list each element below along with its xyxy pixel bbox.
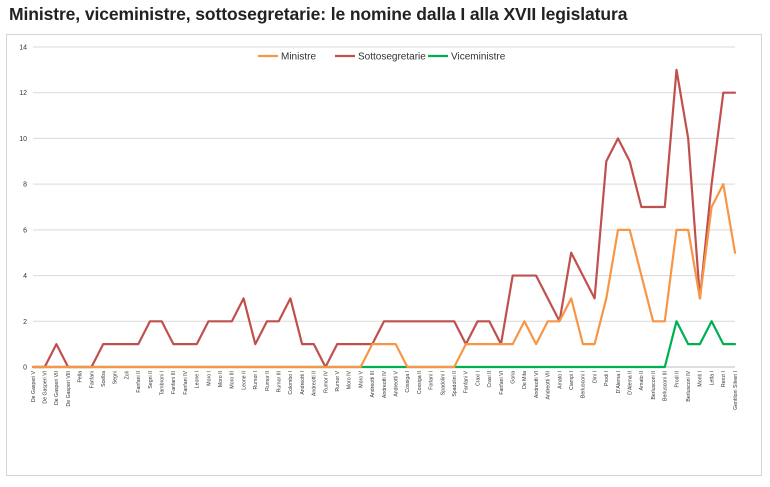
y-tick-label: 0: [23, 365, 27, 372]
y-axis-tick-labels: 0 2 4 6 8 10 12 14: [19, 45, 27, 372]
x-tick-label: Dini I: [592, 371, 598, 383]
x-tick-label: Fanfani IV: [183, 370, 189, 394]
chart-title: Ministre, viceministre, sottosegretarie:…: [9, 4, 628, 24]
x-tick-label: Segni II: [148, 371, 154, 389]
x-tick-label: Fanfani VI: [499, 371, 505, 395]
x-tick-label: Zoli: [124, 371, 130, 379]
grid-lines: [33, 46, 735, 368]
y-tick-label: 2: [23, 319, 27, 326]
x-tick-label: Moro I: [206, 371, 212, 386]
x-tick-label: Spadolini I: [440, 371, 446, 395]
x-tick-label: Moro V: [358, 370, 364, 387]
x-tick-label: Andreotti V: [394, 370, 400, 396]
x-tick-label: Amato I: [557, 371, 563, 389]
x-tick-label: Berlusconi II: [651, 371, 657, 400]
x-tick-label: Rumor IV: [323, 370, 329, 392]
x-tick-label: Rumor I: [253, 371, 259, 389]
x-tick-label: Andreotti I: [300, 371, 306, 395]
x-tick-label: Fanfani V: [464, 370, 470, 393]
x-tick-label: Letta I: [709, 371, 715, 385]
x-tick-label: Gentiloni Silveri I: [733, 371, 739, 410]
series-line-ministre: [31, 183, 737, 369]
x-tick-label: Prodi II: [674, 371, 680, 387]
legend: Ministre Sottosegretarie Viceministre: [258, 52, 506, 63]
y-tick-label: 8: [23, 182, 27, 189]
x-tick-label: Moro IV: [347, 370, 353, 389]
x-axis-tick-labels: De Gasperi V De Gasperi VI De Gasperi VII D…: [31, 370, 739, 409]
x-tick-label: D'Alema I: [616, 371, 622, 393]
x-tick-label: De Gasperi V: [31, 370, 37, 402]
series-lines: [31, 68, 737, 369]
x-tick-label: Cossiga II: [417, 371, 423, 394]
x-tick-label: Segni: [113, 371, 119, 384]
x-tick-label: Spadolini II: [452, 371, 458, 397]
x-tick-label: Renzi I: [721, 371, 727, 387]
chart-frame: [6, 34, 762, 476]
x-tick-label: Berlusconi I: [581, 371, 587, 398]
x-tick-label: Andreotti III: [370, 371, 376, 398]
x-tick-label: Prodi I: [604, 371, 610, 386]
x-tick-label: Colombo I: [288, 371, 294, 395]
x-tick-label: D'Alema II: [628, 371, 634, 395]
x-tick-label: Ciampi I: [569, 371, 575, 390]
x-tick-label: Andreotti IV: [382, 370, 388, 398]
x-tick-label: Scelba: [101, 371, 107, 387]
legend-entry: Viceministre: [451, 52, 506, 63]
x-tick-label: De Gasperi VI: [43, 371, 49, 404]
x-tick-label: Amato II: [639, 371, 645, 390]
legend-entry: Sottosegretarie: [358, 52, 426, 63]
x-tick-label: Andreotti VI: [534, 371, 540, 398]
y-tick-label: 10: [19, 136, 27, 143]
x-tick-label: Craxi I: [475, 371, 481, 386]
x-tick-label: Rumor V: [335, 370, 341, 391]
x-tick-label: Berlusconi IV: [686, 370, 692, 401]
series-line-sottosegretarie: [31, 68, 737, 369]
x-tick-label: Rumor II: [265, 371, 271, 391]
y-tick-label: 6: [23, 227, 27, 234]
y-tick-label: 14: [19, 45, 27, 52]
x-tick-label: Cossiga I: [405, 371, 411, 393]
x-tick-label: Andreotti VII: [546, 371, 552, 400]
x-tick-label: Leone II: [241, 371, 247, 390]
x-tick-label: Tambroni I: [160, 371, 166, 395]
legend-entry: Ministre: [281, 52, 316, 63]
x-tick-label: Moro II: [218, 371, 224, 387]
x-tick-label: Goria: [511, 371, 517, 384]
x-tick-label: De Gasperi VIII: [66, 371, 72, 406]
y-tick-label: 12: [19, 90, 27, 97]
x-tick-label: De Mita: [522, 371, 528, 389]
x-tick-label: Pella: [78, 371, 84, 383]
x-tick-label: Andreotti II: [312, 371, 318, 396]
x-tick-label: Leone I: [195, 371, 201, 388]
x-tick-label: Craxi II: [487, 371, 493, 387]
x-tick-label: Berlusconi III: [663, 371, 669, 401]
x-tick-label: De Gasperi VII: [54, 371, 60, 405]
x-tick-label: Fanfani II: [136, 371, 142, 393]
x-tick-label: Monti I: [698, 371, 704, 387]
x-tick-label: Rumor III: [277, 371, 283, 392]
x-tick-label: Moro III: [230, 371, 236, 389]
x-tick-label: Fanfani: [89, 371, 95, 388]
x-tick-label: Fanfani III: [171, 371, 177, 394]
y-tick-label: 4: [23, 273, 27, 280]
x-tick-label: Forlani I: [429, 371, 435, 390]
